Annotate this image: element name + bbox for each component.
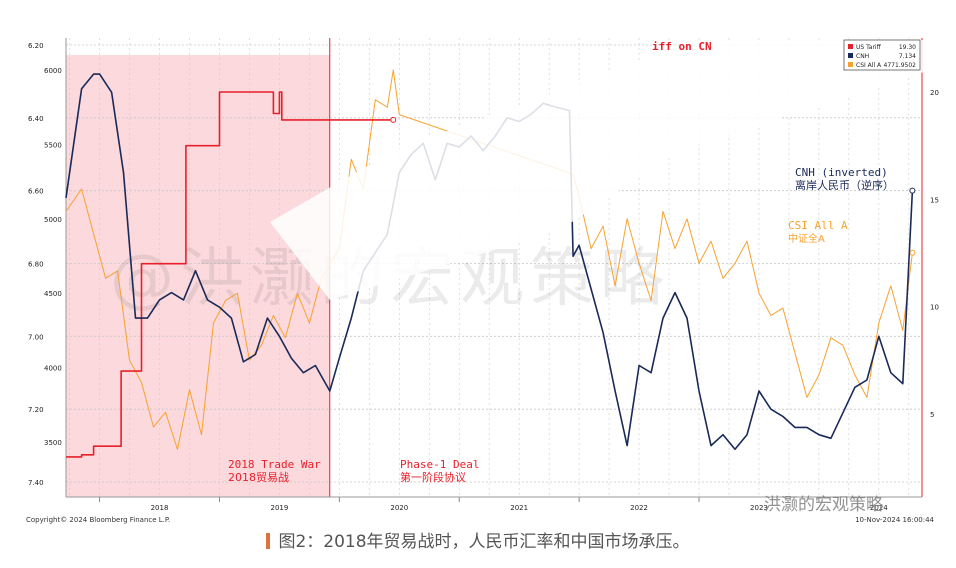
annotation-trade-war-cn: 2018贸易战: [228, 471, 289, 484]
legend-label-us-tariff: US Tariff: [856, 44, 882, 51]
annotation-trade-war: 2018 Trade War: [228, 458, 321, 471]
x-tick-2023: 2023: [750, 504, 768, 512]
label-csi: CSI All A: [788, 219, 848, 232]
y-tick-cnh-6: 7.40: [28, 479, 44, 487]
y-tick-cnh-4: 7.00: [28, 333, 44, 341]
legend-label-csi: CSI All A: [856, 62, 882, 69]
legend-value-cnh: 7.134: [899, 53, 916, 60]
annotation-phase1: Phase-1 Deal: [400, 458, 479, 471]
y-tick-csi-4: 4000: [44, 365, 62, 373]
figure-caption: 图2：2018年贸易战时，人民币汇率和中国市场承压。: [0, 527, 956, 557]
legend-value-us-tariff: 19.30: [899, 44, 916, 51]
y-tick-cnh-0: 6.20: [28, 42, 44, 50]
legend-swatch-cnh: [848, 53, 853, 58]
x-tick-2022: 2022: [630, 504, 648, 512]
annotation-layer: 2018 Trade War 2018贸易战 Phase-1 Deal 第一阶段…: [228, 40, 894, 484]
legend: US Tariff 19.30 CNH 7.134 CSI All A 4771…: [843, 39, 921, 71]
y-tick-cnh-1: 6.40: [28, 115, 44, 123]
label-cnh: CNH (inverted): [795, 166, 888, 179]
y-tick-csi-0: 6000: [44, 67, 62, 75]
y-tick-cnh-5: 7.20: [28, 406, 44, 414]
annotation-tariff-on-cn: iff on CN: [652, 40, 712, 53]
y-tick-tariff-2: 10: [930, 304, 939, 312]
legend-value-csi: 4771.9502: [884, 62, 917, 69]
y-tick-cnh-2: 6.60: [28, 188, 44, 196]
x-tick-2019: 2019: [270, 504, 288, 512]
legend-label-cnh: CNH: [856, 53, 869, 60]
y-tick-csi-1: 5500: [44, 141, 62, 149]
legend-swatch-csi: [848, 62, 853, 67]
x-tick-2018: 2018: [151, 504, 169, 512]
y-tick-csi-2: 5000: [44, 216, 62, 224]
axis-layer: 6.20 6.40 6.60 6.80 7.00 7.20 7.40 6000 5500 5000…: [28, 42, 939, 512]
y-tick-csi-3: 4500: [44, 290, 62, 298]
caption-text: 图2：2018年贸易战时，人民币汇率和中国市场承压。: [278, 532, 690, 552]
x-tick-2024: 2024: [870, 504, 888, 512]
caption-accent-bar: [266, 533, 271, 549]
label-csi-cn: 中证全A: [788, 232, 825, 245]
series-end-marker-csi-all-a: [909, 249, 916, 256]
y-tick-tariff-0: 20: [930, 89, 939, 97]
y-tick-csi-5: 3500: [44, 439, 62, 447]
y-tick-tariff-1: 15: [930, 196, 939, 204]
y-tick-cnh-3: 6.80: [28, 261, 44, 269]
legend-swatch-us-tariff: [848, 44, 853, 49]
chart: 6.20 6.40 6.60 6.80 7.00 7.20 7.40 6000 5500 5000…: [26, 38, 939, 524]
copyright: Copyright© 2024 Bloomberg Finance L.P.: [26, 516, 170, 524]
x-tick-2021: 2021: [510, 504, 528, 512]
series-line-us-tariff: [66, 91, 394, 458]
y-tick-tariff-3: 5: [930, 411, 934, 419]
label-cnh-cn: 离岸人民币（逆序）: [795, 178, 894, 192]
timestamp: 10-Nov-2024 16:00:44: [855, 516, 934, 524]
series-end-marker-cnh-inverted: [909, 187, 916, 194]
annotation-phase1-cn: 第一阶段协议: [400, 470, 466, 484]
occlusion-shape: [270, 40, 930, 300]
watermark-small: 洪灏的宏观策略: [764, 495, 883, 515]
series-end-marker-us-tariff: [390, 116, 397, 123]
x-tick-2020: 2020: [390, 504, 408, 512]
